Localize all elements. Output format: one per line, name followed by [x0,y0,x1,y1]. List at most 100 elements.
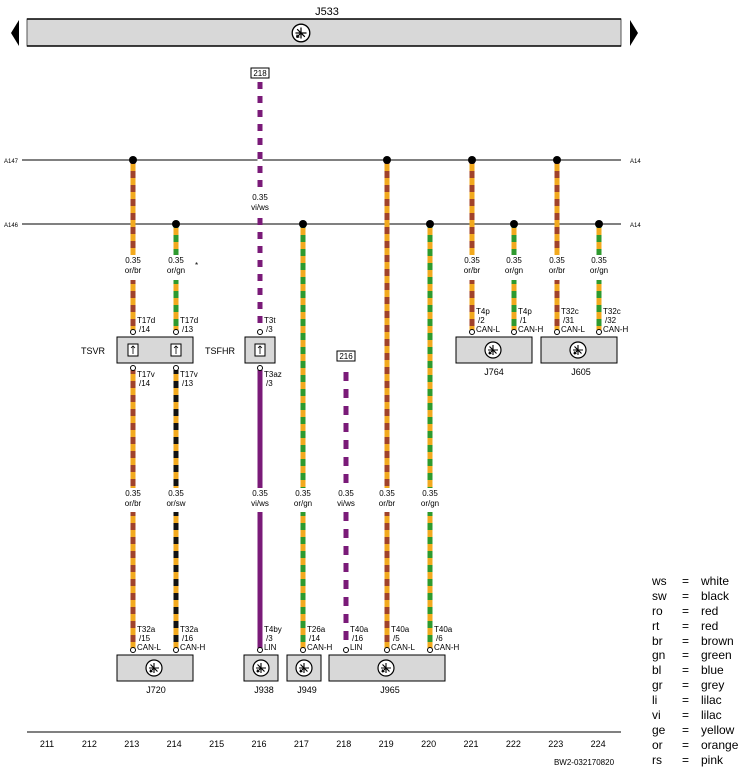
legend-code: sw [652,588,667,603]
legend-name: yellow [701,722,735,737]
line-label-right: A14 [630,159,641,165]
wire-color: or/br [125,499,142,508]
legend-code: li [652,693,658,708]
wire-color: or/br [549,266,566,275]
svg-text:CAN-H: CAN-H [518,325,544,334]
pin-markers [130,329,602,653]
wire-segments [130,78,602,648]
legend-code: gr [652,678,663,693]
component-label: J605 [571,367,591,377]
column-number: 219 [379,739,394,749]
wire-color: or/br [379,499,396,508]
component-label: J720 [146,685,166,695]
bus-left-arrow-icon [11,20,19,46]
svg-text:T32c: T32c [603,307,621,316]
svg-text:T32a: T32a [137,625,156,634]
legend-name: red [701,603,719,618]
svg-text:CAN-H: CAN-H [307,643,333,652]
svg-text:CAN-L: CAN-L [561,325,586,334]
svg-text:T17d: T17d [180,316,198,325]
legend-code: rt [652,618,660,633]
svg-text:T4p: T4p [476,307,490,316]
legend-item: li = lilac [652,693,742,708]
column-number: 216 [251,739,266,749]
column-number: 221 [463,739,478,749]
component-label: J938 [254,685,274,695]
legend-code: ge [652,722,666,737]
connector-tsvr: TSVR [81,336,194,364]
pin-labels: T17d /14 T17d /13 T3t /3 T17v /14 T17v /… [137,307,629,652]
legend-item: sw = black [652,589,742,604]
wire-size: 0.35 [252,489,268,498]
legend-name: lilac [701,708,722,723]
svg-text:T3az: T3az [264,370,282,379]
wire-color: or/gn [167,266,185,275]
wire-color: or/gn [294,499,312,508]
color-legend: ws = white sw = black ro = red rt = red br = brown gn = g… [652,574,742,768]
legend-name: white [701,574,730,588]
control-unit-j965: J965 [328,654,446,695]
svg-text:T32a: T32a [180,625,199,634]
legend-eq: = [682,722,690,737]
legend-code: ro [652,603,663,618]
junction-dots [129,156,603,228]
reference-216: 216 [336,350,356,362]
legend-eq: = [682,708,690,723]
legend-eq: = [682,678,690,693]
can-line-a146: A146 A14 [4,223,641,229]
svg-text:/14: /14 [309,634,321,643]
svg-text:/6: /6 [436,634,443,643]
legend-code: or [652,737,663,752]
column-number: 218 [336,739,351,749]
column-number: 222 [506,739,521,749]
svg-text:/3: /3 [266,634,273,643]
control-unit-j938: J938 [243,654,279,695]
legend-name: orange [701,737,739,752]
svg-text:CAN-L: CAN-L [391,643,416,652]
legend-eq: = [682,618,690,633]
legend-eq: = [682,603,690,618]
legend-code: rs [652,752,662,767]
svg-text:/3: /3 [266,379,273,388]
legend-item: bl = blue [652,663,742,678]
bus-label: J533 [315,6,339,18]
svg-text:/13: /13 [182,379,194,388]
wire-size: 0.35 [168,489,184,498]
svg-text:/32: /32 [605,316,617,325]
control-unit-icon [295,659,313,677]
svg-text:/2: /2 [478,316,485,325]
svg-text:/15: /15 [139,634,151,643]
svg-text:CAN-L: CAN-L [137,643,162,652]
svg-text:/13: /13 [182,325,194,334]
legend-code: br [652,633,663,648]
control-unit-icon [145,659,163,677]
wire-size: 0.35 [422,489,438,498]
line-label-left: A146 [4,223,19,229]
svg-text:/31: /31 [563,316,575,325]
column-numbers: 211 212 213 214 215 216 217 218 219 220 221 222 223 2… [40,739,606,749]
wire-size: 0.35 [295,489,311,498]
column-number: 217 [294,739,309,749]
legend-name: lilac [701,693,722,708]
wire-size: 0.35 [549,256,565,265]
svg-text:T40a: T40a [350,625,369,634]
wire-color: or/br [464,266,481,275]
legend-code: vi [652,708,661,723]
bus-right-arrow-icon [630,20,638,46]
legend-item: gr = grey [652,678,742,693]
svg-text:/14: /14 [139,325,151,334]
wire-color: vi/ws [251,203,269,212]
column-number: 223 [548,739,563,749]
control-unit-j764: J764 [455,336,533,377]
wire-labels: 0.35 or/br 0.35 or/gn 0.35 vi/ws 0.35 or… [125,193,608,508]
column-number: 220 [421,739,436,749]
svg-text:CAN-L: CAN-L [476,325,501,334]
reference-218: 218 [250,67,270,79]
legend-item: rt = red [652,619,742,634]
legend-name: green [701,648,732,663]
legend-name: brown [701,633,734,648]
svg-text:/16: /16 [182,634,194,643]
legend-eq: = [682,693,690,708]
wire-color: vi/ws [251,499,269,508]
component-label: TSVR [81,346,106,356]
